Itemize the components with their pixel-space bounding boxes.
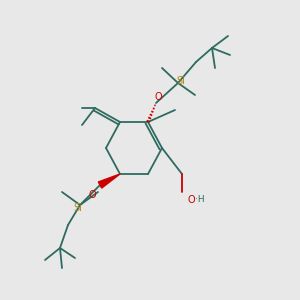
Text: Si: Si bbox=[74, 203, 82, 213]
Text: O: O bbox=[187, 195, 195, 205]
Polygon shape bbox=[98, 174, 120, 188]
Text: O: O bbox=[154, 92, 162, 102]
Text: Si: Si bbox=[177, 76, 185, 86]
Text: ·H: ·H bbox=[195, 196, 205, 205]
Text: O: O bbox=[88, 190, 96, 200]
